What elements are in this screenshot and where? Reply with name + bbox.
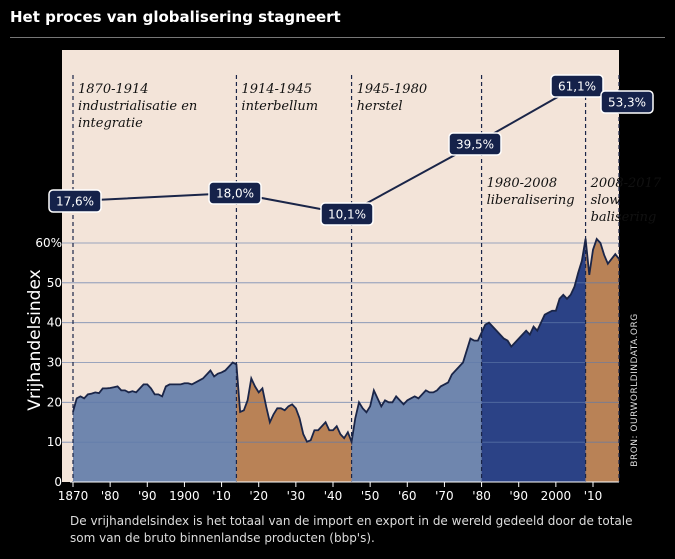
- badge-box-1870: [48, 189, 102, 213]
- badge-box-1980: [448, 132, 502, 156]
- period-label-1945-1980: 1945-1980: [357, 82, 428, 97]
- period-name-1870-1914-0: industrialisatie en: [78, 99, 197, 114]
- x-tick-1980: '80: [472, 489, 491, 503]
- badge-box-1914: [208, 181, 262, 205]
- period-name-1945-1980-0: herstel: [357, 99, 403, 114]
- period-label-1914-1945: 1914-1945: [241, 82, 312, 97]
- badge-value-1980: 39,5%: [456, 138, 494, 152]
- y-axis-title: Vrijhandelsindex: [25, 269, 45, 410]
- y-tick-10: 10: [47, 435, 62, 449]
- badge-box-2008: [550, 74, 604, 98]
- y-tick-20: 20: [47, 395, 62, 409]
- gridlines: [62, 242, 619, 443]
- period-areas: [73, 238, 619, 482]
- area-period-0: [73, 362, 237, 482]
- x-tick-2000: 2000: [541, 489, 572, 503]
- badge-2008: 61,1%: [550, 74, 604, 98]
- x-tick-1870: 1870: [58, 489, 89, 503]
- badge-value-1870: 17,6%: [56, 195, 94, 209]
- badge-1980: 39,5%: [448, 132, 502, 156]
- period-dividers: [72, 75, 620, 482]
- x-tick-1910: '10: [212, 489, 231, 503]
- area-period-1: [236, 364, 352, 482]
- x-tick-1920: '20: [249, 489, 268, 503]
- y-tick-0: 0: [54, 475, 62, 489]
- x-tick-2010: '10: [584, 489, 603, 503]
- badge-box-1945: [320, 202, 374, 226]
- badge-value-1945: 10,1%: [328, 208, 366, 222]
- period-name-2008-2017-0: slow: [591, 193, 621, 208]
- x-tick-1970: '70: [435, 489, 454, 503]
- area-period-2: [351, 332, 482, 482]
- period-name-1870-1914-1: integratie: [78, 116, 143, 131]
- badge-value-2017: 53,3%: [608, 96, 646, 110]
- y-tick-60: 60%: [35, 236, 62, 250]
- x-axis-ticks: 1870 '80 '90 1900 '10 '20 '30 '40 '50 '60 '70 '80 '9…: [58, 482, 603, 503]
- source-note: BRON: OURWORLDINDATA.ORG: [630, 313, 640, 466]
- badge-value-2008: 61,1%: [558, 80, 596, 94]
- y-tick-40: 40: [47, 316, 62, 330]
- period-labels: 1870-1914 industrialisatie en integratie 19…: [78, 82, 662, 225]
- badge-box-2017: [600, 90, 654, 114]
- period-name-1914-1945-0: interbellum: [241, 99, 318, 114]
- x-tick-1930: '30: [287, 489, 306, 503]
- value-badges: 17,6% 18,0% 10,1% 39,5% 61,1% 53,3%: [48, 74, 654, 226]
- y-tick-30: 30: [47, 356, 62, 370]
- period-label-1870-1914: 1870-1914: [78, 82, 149, 97]
- period-label-2008-2017: 2008-2017: [590, 176, 662, 191]
- badge-2017: 53,3%: [600, 90, 654, 114]
- badge-value-1914: 18,0%: [216, 187, 254, 201]
- period-label-1980-2008: 1980-2008: [487, 176, 558, 191]
- page-title: Het proces van globalisering stagneert: [10, 8, 341, 26]
- y-tick-50: 50: [47, 276, 62, 290]
- x-tick-1940: '40: [324, 489, 343, 503]
- x-tick-1890: '90: [138, 489, 157, 503]
- x-tick-1880: '80: [101, 489, 120, 503]
- x-tick-1990: '90: [509, 489, 528, 503]
- x-tick-1950: '50: [361, 489, 380, 503]
- series-line: [72, 237, 620, 446]
- badge-1914: 18,0%: [208, 181, 262, 205]
- y-axis-ticks: 0 10 20 30 40 50 60%: [35, 236, 62, 489]
- period-name-2008-2017-1: balisering: [591, 210, 657, 225]
- figure-caption: De vrijhandelsindex is het totaal van de…: [70, 514, 633, 545]
- badge-1870: 17,6%: [48, 189, 102, 213]
- badge-1945: 10,1%: [320, 202, 374, 226]
- header-divider: [10, 37, 665, 38]
- area-period-4: [585, 238, 619, 482]
- x-tick-1900: 1900: [169, 489, 200, 503]
- period-name-1980-2008-0: liberalisering: [487, 193, 575, 208]
- x-tick-1960: '60: [398, 489, 417, 503]
